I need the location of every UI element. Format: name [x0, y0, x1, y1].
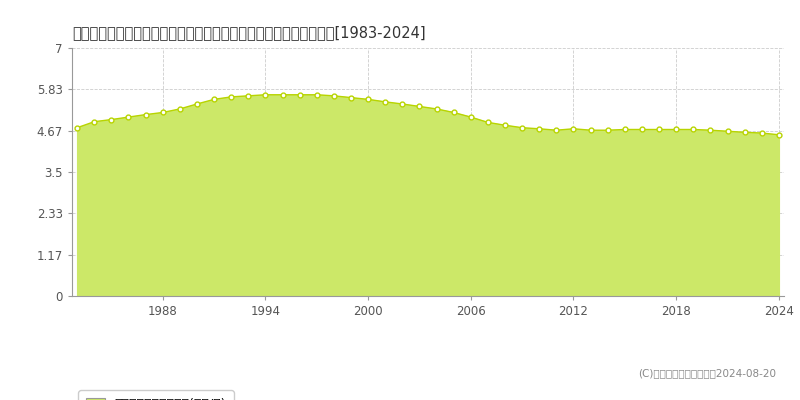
Text: 福島県いわき市平下高久字川和久５５番１外　地価公示　地価推移[1983-2024]: 福島県いわき市平下高久字川和久５５番１外 地価公示 地価推移[1983-2024…	[72, 25, 426, 40]
Text: (C)土地価格ドットコム　2024-08-20: (C)土地価格ドットコム 2024-08-20	[638, 368, 776, 378]
Legend: 地価公示　平均嵪単価(万円/嵪): 地価公示 平均嵪単価(万円/嵪)	[78, 390, 234, 400]
